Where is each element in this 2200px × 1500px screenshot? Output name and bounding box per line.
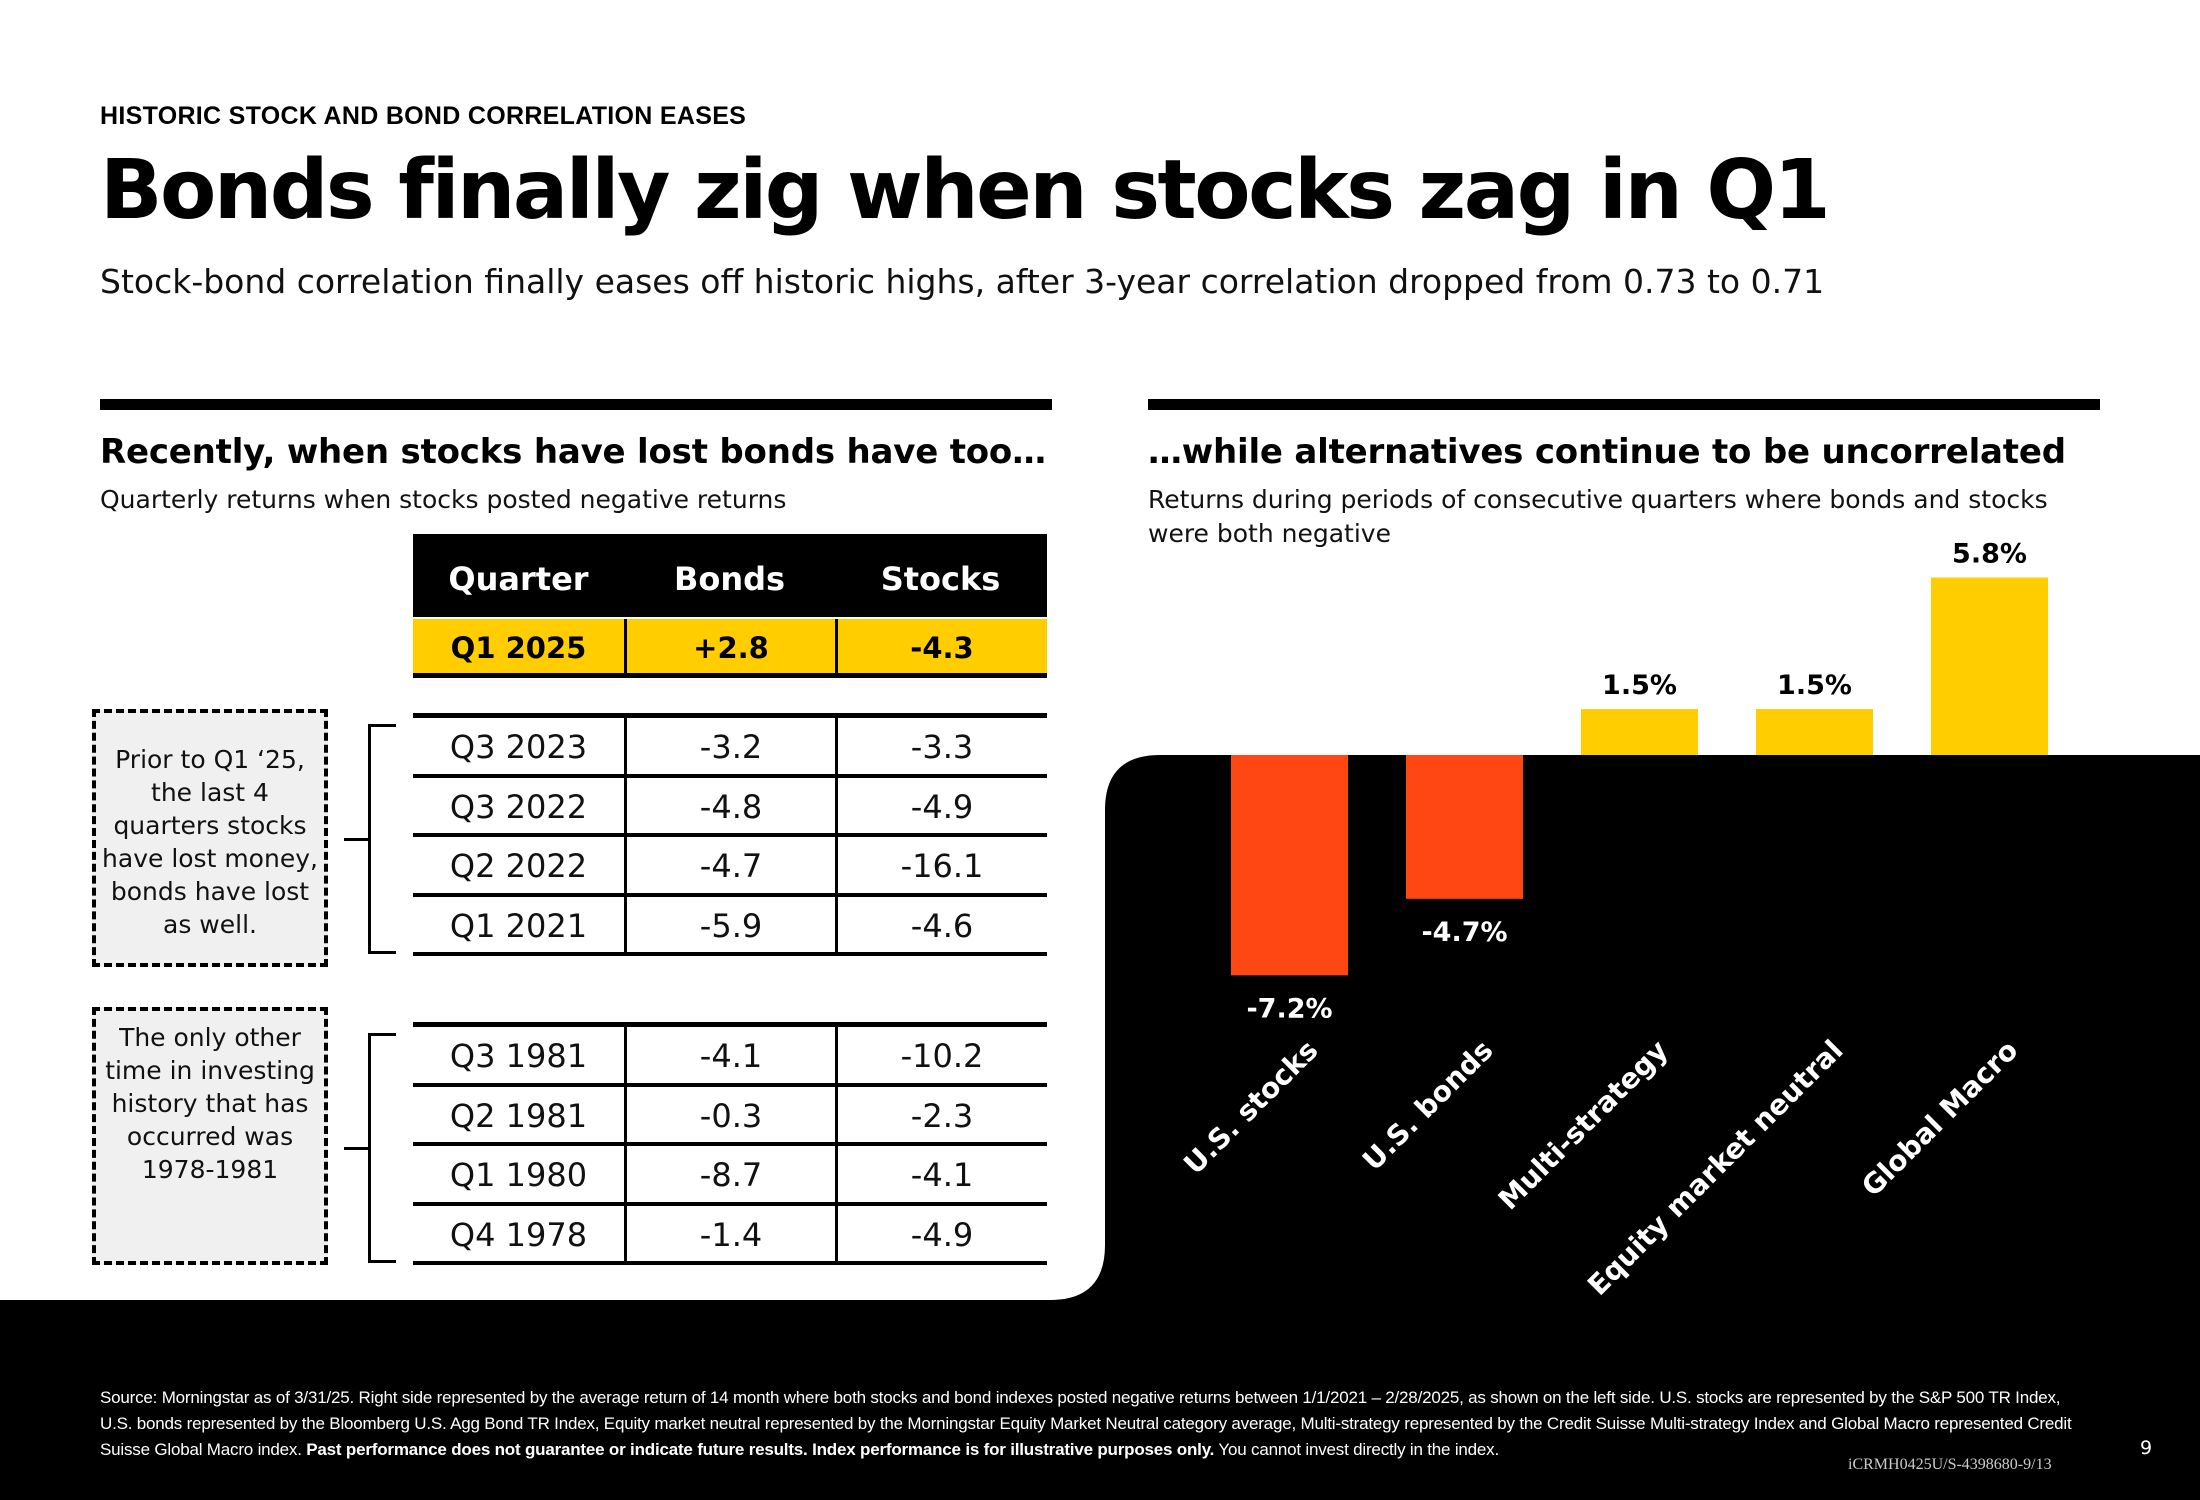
cell: -4.1: [624, 1027, 835, 1083]
cell: -2.3: [835, 1086, 1046, 1142]
page-title: Bonds finally zig when stocks zag in Q1: [100, 143, 1831, 238]
left-section-rule: [100, 399, 1052, 410]
cell: -4.6: [835, 896, 1046, 952]
cell: Q3 2023: [449, 728, 588, 766]
cell: -3.3: [835, 718, 1046, 774]
footer-tail: You cannot invest directly in the index.: [1214, 1440, 1499, 1459]
cell: -16.1: [835, 837, 1046, 893]
bar-equity-market-neutral: [1756, 709, 1873, 755]
footer-source: Source: Morningstar as of 3/31/25. Right…: [100, 1385, 2090, 1463]
table-row: Q4 1978 -1.4 -4.9: [413, 1205, 1047, 1265]
cell: Q2 1981: [449, 1096, 588, 1135]
chart-black-panel: [0, 755, 2200, 1500]
cell: -4.8: [624, 777, 835, 833]
right-section-rule: [1148, 399, 2100, 410]
highlight-row: Q1 2025 +2.8 -4.3: [413, 619, 1047, 678]
cell: +2.8: [624, 619, 835, 673]
page-subtitle: Stock-bond correlation finally eases off…: [100, 262, 1825, 301]
cell: -4.3: [835, 619, 1046, 673]
right-section-subtitle: Returns during periods of consecutive qu…: [1148, 485, 2048, 548]
cell: -8.7: [624, 1146, 835, 1202]
bar-u-s-bonds: [1406, 755, 1523, 899]
recent-rows-group: Q3 2023 -3.2 -3.3 Q3 2022 -4.8 -4.9 Q2 2…: [413, 713, 1047, 956]
data-label-global-macro: 5.8%: [1952, 539, 2027, 570]
left-section-subtitle: Quarterly returns when stocks posted neg…: [100, 485, 787, 514]
table-row: Q3 1981 -4.1 -10.2: [413, 1027, 1047, 1087]
table-row: Q1 2021 -5.9 -4.6: [413, 896, 1047, 956]
header-quarter: Quarter: [448, 560, 589, 598]
table-header: Quarter Bonds Stocks: [413, 534, 1047, 617]
table-row: Q2 2022 -4.7 -16.1: [413, 837, 1047, 897]
cell: Q2 2022: [449, 847, 588, 885]
cell: -1.4: [624, 1205, 835, 1261]
table-row: Q1 1980 -8.7 -4.1: [413, 1146, 1047, 1206]
footer-disclaimer: Past performance does not guarantee or i…: [306, 1440, 1215, 1459]
cell: -10.2: [835, 1027, 1046, 1083]
table-row: Q3 2023 -3.2 -3.3: [413, 718, 1047, 778]
header-bonds: Bonds: [673, 560, 786, 598]
cell: Q3 2022: [449, 787, 588, 826]
eyebrow: HISTORIC STOCK AND BOND CORRELATION EASE…: [100, 102, 747, 130]
page-number: 9: [2140, 1437, 2153, 1459]
header-stocks: Stocks: [880, 560, 1001, 598]
data-label-u-s-bonds: -4.7%: [1421, 917, 1507, 948]
note-historic: The only other time in investing history…: [92, 1007, 328, 1265]
cell: Q1 2021: [449, 906, 588, 945]
historic-rows-group: Q3 1981 -4.1 -10.2 Q2 1981 -0.3 -2.3 Q1 …: [413, 1022, 1047, 1265]
cell: -3.2: [624, 718, 835, 774]
cell: Q4 1978: [449, 1215, 588, 1254]
bar-u-s-stocks: [1231, 755, 1348, 976]
bracket-recent: [368, 724, 396, 954]
cell: -4.9: [835, 777, 1046, 833]
document-code: iCRMH0425U/S-4398680-9/13: [1848, 1456, 2052, 1473]
table-row: Q3 2022 -4.8 -4.9: [413, 777, 1047, 837]
cell: -4.7: [624, 837, 835, 893]
note-recent: Prior to Q1 ‘25, the last 4 quarters sto…: [92, 709, 328, 967]
cell: Q3 1981: [449, 1037, 588, 1075]
bar-multi-strategy: [1581, 709, 1698, 755]
bar-global-macro: [1931, 577, 2048, 755]
cell: -5.9: [624, 896, 835, 952]
data-label-multi-strategy: 1.5%: [1602, 670, 1677, 701]
cell: -4.1: [835, 1146, 1046, 1202]
data-label-equity-market-neutral: 1.5%: [1777, 670, 1852, 701]
left-section-title: Recently, when stocks have lost bonds ha…: [100, 432, 1046, 472]
bracket-historic-tick: [344, 1147, 368, 1150]
right-section-title: …while alternatives continue to be uncor…: [1148, 432, 2066, 472]
footer-source-text: Source: Morningstar as of 3/31/25. Right…: [100, 1388, 2072, 1459]
cell: Q1 1980: [449, 1156, 588, 1194]
table-row: Q2 1981 -0.3 -2.3: [413, 1086, 1047, 1146]
bracket-recent-tick: [344, 838, 368, 841]
cell: -0.3: [624, 1086, 835, 1142]
cell: Q1 2025: [450, 631, 587, 665]
cell: -4.9: [835, 1205, 1046, 1261]
bracket-historic: [368, 1033, 396, 1263]
data-label-u-s-stocks: -7.2%: [1246, 993, 1332, 1024]
